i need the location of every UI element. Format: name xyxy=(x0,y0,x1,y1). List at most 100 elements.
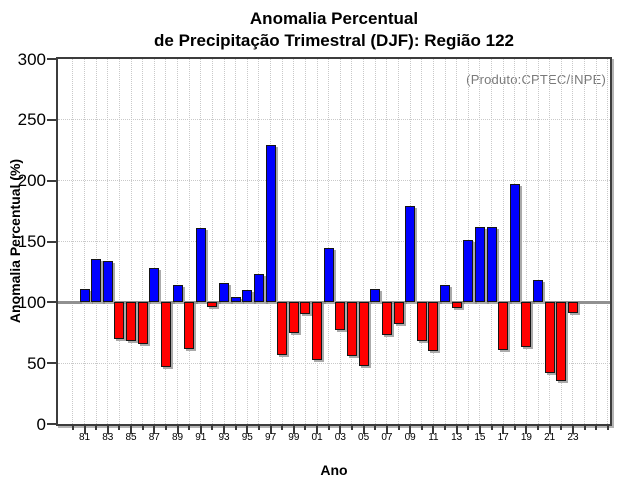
x-axis-tick xyxy=(409,426,412,434)
bar-2011 xyxy=(428,302,439,351)
bar-1981 xyxy=(79,288,90,303)
y-axis-tick xyxy=(47,301,56,304)
y-axis-tick-label: 100 xyxy=(17,292,46,312)
bar-1987 xyxy=(149,268,160,303)
x-axis-tick xyxy=(257,426,260,430)
x-axis-tick-label: 05 xyxy=(358,432,370,443)
x-axis-tick-label: 09 xyxy=(404,432,416,443)
x-axis-tick-label: 91 xyxy=(195,432,207,443)
chart-title-line2: de Precipitação Trimestral (DJF): Região… xyxy=(154,31,514,50)
bar-2015 xyxy=(474,226,485,303)
bar-2006 xyxy=(370,288,381,303)
x-axis-tick-label: 07 xyxy=(381,432,393,443)
x-axis-tick xyxy=(385,426,388,434)
chart-title-line1: Anomalia Percentual xyxy=(249,9,419,28)
x-axis-tick xyxy=(513,426,516,430)
bar-1988 xyxy=(160,302,171,367)
y-axis-tick-label: 300 xyxy=(17,49,46,69)
bar-2001 xyxy=(312,302,323,360)
horizontal-gridline xyxy=(58,180,610,182)
y-axis-tick-label: 150 xyxy=(17,232,46,251)
x-axis-tick xyxy=(537,426,540,430)
x-axis-tick-label: 11 xyxy=(428,432,439,443)
x-axis-tick xyxy=(269,426,272,434)
x-axis-tick xyxy=(95,426,98,430)
x-axis-tick xyxy=(362,426,365,434)
x-axis-tick-label: 03 xyxy=(334,432,346,443)
y-axis-tick-label: 0 xyxy=(36,414,46,434)
y-axis-tick xyxy=(47,118,56,121)
bar-1992 xyxy=(207,302,218,308)
x-axis-tick xyxy=(571,426,574,434)
bar-2007 xyxy=(381,302,392,336)
x-axis-tick xyxy=(327,426,330,430)
x-axis-tick xyxy=(141,426,144,430)
bar-2023 xyxy=(567,302,578,314)
x-axis-tick xyxy=(432,426,435,434)
x-axis-tick xyxy=(246,426,249,434)
bar-2014 xyxy=(463,240,474,303)
x-axis-tick xyxy=(211,426,214,430)
x-axis-tick xyxy=(106,426,109,434)
y-axis-tick xyxy=(47,240,56,243)
bar-2013 xyxy=(451,302,462,309)
x-axis-tick xyxy=(350,426,353,430)
x-axis-tick-label: 81 xyxy=(78,432,91,443)
x-axis-tick xyxy=(455,426,458,434)
x-axis-tick xyxy=(71,426,74,430)
y-axis-tick-label: 250 xyxy=(17,110,46,130)
bar-2022 xyxy=(556,302,567,382)
x-axis-tick xyxy=(502,426,505,434)
x-axis-tick-label: 99 xyxy=(288,432,300,443)
bar-2020 xyxy=(533,280,544,303)
x-axis-tick-label: 01 xyxy=(311,432,323,443)
bar-1996 xyxy=(253,274,264,303)
bar-1983 xyxy=(102,260,113,303)
x-axis-tick xyxy=(316,426,319,434)
x-axis-tick xyxy=(374,426,377,430)
x-axis-tick-label: 83 xyxy=(102,432,114,443)
y-axis-tick-label: 50 xyxy=(27,353,46,373)
plot-area xyxy=(56,57,612,426)
x-axis-tick xyxy=(606,426,609,430)
bar-2003 xyxy=(335,302,346,331)
x-axis-tick-label: 21 xyxy=(544,432,556,443)
bar-1994 xyxy=(230,297,241,303)
x-axis-tick xyxy=(525,426,528,434)
y-axis-tick-label: 200 xyxy=(17,171,46,191)
bar-1984 xyxy=(114,302,125,339)
x-axis-tick xyxy=(153,426,156,434)
x-axis-tick xyxy=(281,426,284,430)
x-axis-tick-label: 15 xyxy=(474,432,486,443)
horizontal-gridline xyxy=(58,362,610,364)
bar-2016 xyxy=(486,226,497,303)
x-axis-tick xyxy=(339,426,342,434)
x-axis-tick-label: 93 xyxy=(218,432,230,443)
bar-2004 xyxy=(346,302,357,356)
x-axis-tick xyxy=(292,426,295,434)
baseline-100-line xyxy=(58,300,610,304)
x-axis-tick xyxy=(234,426,237,430)
bar-1999 xyxy=(288,302,299,333)
x-axis-tick xyxy=(304,426,307,430)
x-axis-tick xyxy=(83,426,86,434)
horizontal-gridline xyxy=(58,119,610,121)
bar-1982 xyxy=(91,258,102,303)
bar-2019 xyxy=(521,302,532,348)
y-axis-tick xyxy=(47,362,56,365)
x-axis-tick xyxy=(223,426,226,434)
y-axis-tick xyxy=(47,58,56,60)
bar-1997 xyxy=(265,145,276,303)
x-axis-tick-label: 23 xyxy=(567,432,579,443)
bar-2008 xyxy=(393,302,404,325)
bar-2021 xyxy=(544,302,555,373)
bar-1989 xyxy=(172,285,183,303)
x-axis-tick xyxy=(130,426,133,434)
bar-1991 xyxy=(195,228,206,303)
x-axis-tick xyxy=(595,426,598,430)
x-axis-tick xyxy=(118,426,121,430)
bar-2002 xyxy=(323,247,334,303)
bar-2005 xyxy=(358,302,369,366)
bar-2010 xyxy=(416,302,427,342)
